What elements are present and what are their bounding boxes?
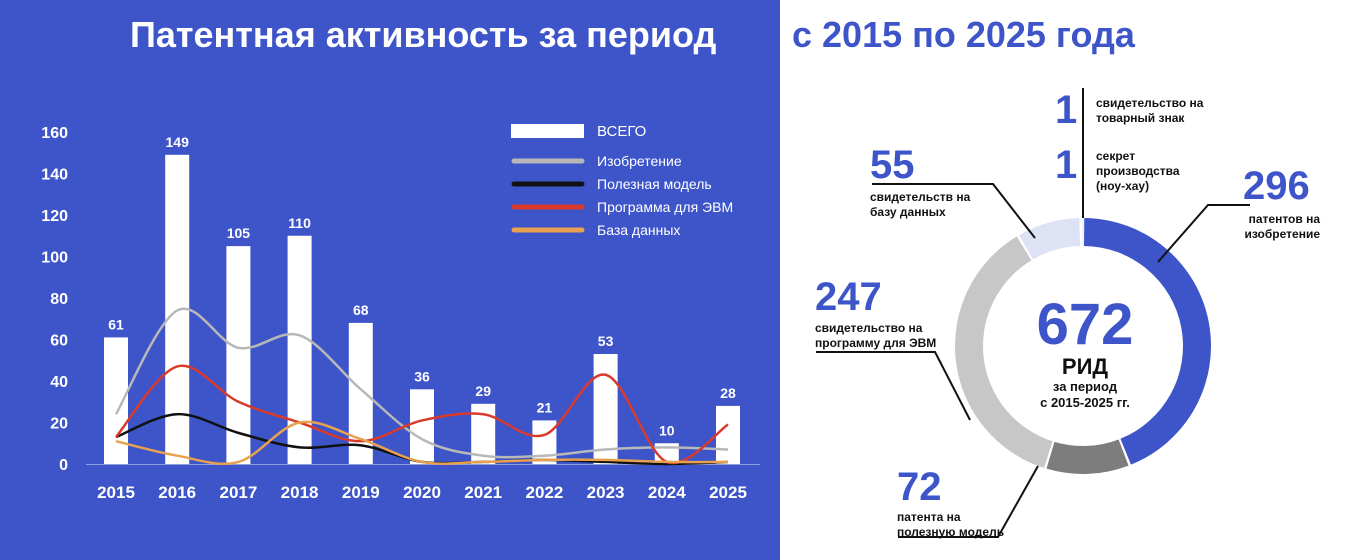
x-tick-label: 2018 [281,483,319,502]
bar-value-label: 29 [475,383,491,399]
knowhow-value: 1 [1055,143,1078,187]
bar-chart: 0 20 40 60 80 100 120 140 160 61 2015 149 2016 105 20… [41,123,760,502]
database-label: свидетельств на базу данных [870,190,971,219]
donut-chart [816,88,1250,538]
bar [532,420,557,464]
x-tick-label: 2017 [219,483,257,502]
left-panel [0,0,780,560]
bar-value-label: 110 [288,215,311,231]
bar-value-label: 21 [537,399,553,415]
leader-line [816,351,971,421]
program-label: свидетельство на программу для ЭВМ [815,321,937,350]
x-tick-label: 2025 [709,483,747,502]
legend-label: Полезная модель [597,176,712,192]
title-left: Патентная активность за период [130,14,717,55]
bar [104,337,128,464]
utility-label: патента на полезную модель [897,510,1005,539]
x-tick-label: 2016 [158,483,196,502]
database-line [115,420,729,466]
x-tick-label: 2023 [587,483,625,502]
y-tick-label: 160 [41,125,68,142]
leader-line [872,183,1036,239]
program-value: 247 [815,275,882,319]
donut-center: 672 РИД за период с 2015-2025 гг. [980,295,1190,411]
legend-swatch [511,124,584,138]
knowhow-label: секрет производства (ноу-хау) [1096,149,1180,193]
y-tick-label: 20 [50,416,68,433]
bar-value-label: 68 [353,302,369,318]
invention-line [114,307,729,459]
donut-slice [1046,439,1129,474]
y-tick-label: 120 [41,208,68,225]
bar [410,389,434,464]
x-tick-label: 2022 [525,483,563,502]
bar [716,405,740,464]
y-tick-label: 40 [50,374,68,391]
bar-value-label: 149 [166,134,190,150]
bar-value-label: 105 [227,225,251,241]
bar-value-label: 61 [108,316,124,332]
trademark-value: 1 [1055,88,1078,132]
bar [593,354,618,464]
donut-slice [1084,218,1211,465]
legend-label: База данных [597,222,680,238]
y-tick-label: 100 [41,250,68,267]
utility-value: 72 [897,465,942,509]
leader-line [1157,204,1250,263]
donut-slice [955,236,1053,468]
bar-value-label: 53 [598,333,614,349]
x-tick-label: 2019 [342,483,380,502]
x-tick-label: 2015 [97,483,135,502]
bar [226,246,251,464]
title-right: с 2015 по 2025 года [792,14,1135,55]
y-tick-label: 0 [59,457,68,474]
total-label: РИД [1061,354,1109,379]
program-line [115,364,729,465]
bar-value-label: 10 [659,422,675,438]
trademark-label: свидетельство на товарный знак [1096,96,1204,125]
x-tick-label: 2024 [648,483,686,502]
invention-value: 296 [1243,164,1310,208]
invention-label: патентов на изобретение [1244,212,1320,241]
donut-slice [1019,218,1081,260]
y-tick-label: 60 [50,333,68,350]
legend-label: Изобретение [597,153,682,169]
bar-value-label: 36 [414,368,430,384]
total-sub-1: за период [1052,379,1118,394]
bar [287,235,312,464]
y-tick-label: 80 [50,291,68,308]
total-value: 672 [1036,292,1134,357]
bar-value-label: 28 [720,385,736,401]
donut-slice [1083,218,1084,247]
legend-label: ВСЕГО [597,123,646,140]
x-tick-label: 2020 [403,483,441,502]
y-tick-label: 140 [41,167,68,184]
database-value: 55 [870,143,915,187]
donut-slice [1081,218,1083,247]
leader-line [898,465,1039,538]
x-tick-label: 2021 [464,483,502,502]
total-sub-2: с 2015-2025 гг. [1040,395,1130,410]
legend-label: Программа для ЭВМ [597,199,733,215]
